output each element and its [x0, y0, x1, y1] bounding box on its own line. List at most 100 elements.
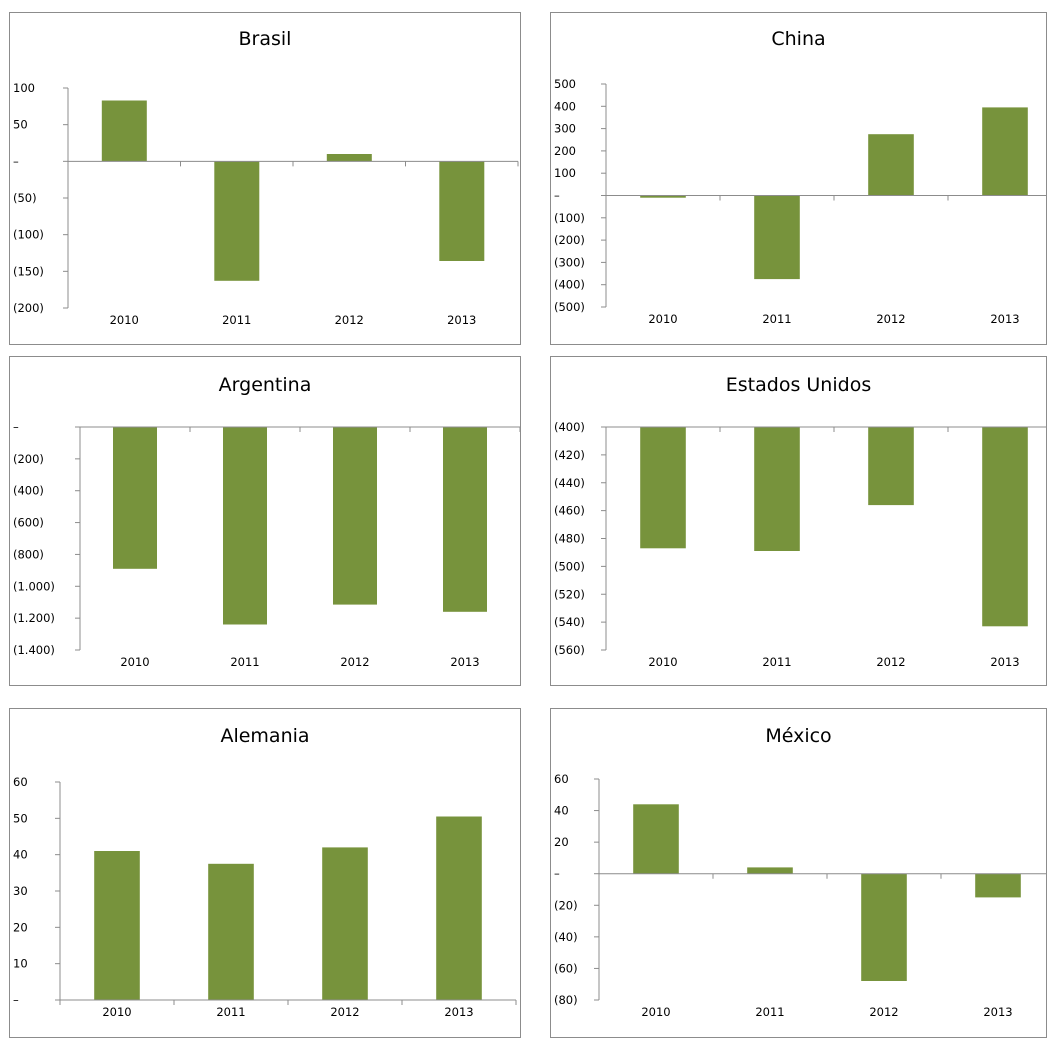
y-tick-label: – — [13, 154, 19, 168]
y-tick-label: (460) — [554, 504, 585, 518]
x-tick-label: 2011 — [216, 1005, 245, 1019]
chart-panel-estados-unidos: Estados Unidos (400) (420) (440) (460) (480)… — [550, 356, 1047, 686]
bar-chart: 60 40 20 – (20) (40) (60) (80) 2010 2011 2012 2013 — [554, 772, 1047, 1019]
bar-2012 — [322, 847, 368, 1000]
y-tick-label: (480) — [554, 532, 585, 546]
bar-2010 — [640, 195, 686, 198]
chart-panel-mexico: México 60 40 20 – (20) (40) (60) (80) 2010 2011 20… — [550, 708, 1047, 1038]
x-tick-label: 2013 — [983, 1005, 1012, 1019]
y-tick-label: 30 — [13, 884, 28, 898]
y-tick-label: (540) — [554, 615, 585, 629]
bar-2011 — [223, 427, 267, 625]
chart-title: Argentina — [218, 374, 312, 396]
y-tick-label: 50 — [13, 118, 28, 132]
x-tick-label: 2013 — [990, 312, 1019, 326]
bar-chart: 500 400 300 200 100 – (100) (200) (300) (400) (500… — [554, 77, 1047, 326]
y-tick-label: – — [554, 867, 560, 881]
y-tick-label: (1.200) — [13, 611, 55, 625]
x-tick-label: 2013 — [447, 313, 476, 327]
x-tick-label: 2010 — [120, 655, 149, 669]
bar-2011 — [747, 867, 793, 874]
y-tick-label: (40) — [554, 930, 578, 944]
bar-2013 — [436, 816, 482, 1000]
y-tick-label: (400) — [554, 420, 585, 434]
bar-2012 — [326, 154, 372, 162]
bar-2010 — [101, 100, 147, 162]
x-tick-label: 2011 — [762, 312, 791, 326]
bar-chart: (400) (420) (440) (460) (480) (500) (520) (540)… — [554, 420, 1047, 669]
chart-panel-china: China 500 400 300 200 100 – (100) (200) (300) (40… — [550, 12, 1047, 345]
bar-2012 — [868, 134, 914, 196]
x-tick-label: 2013 — [444, 1005, 473, 1019]
y-tick-label: (520) — [554, 587, 585, 601]
y-tick-label: 200 — [554, 144, 576, 158]
chart-panel-alemania: Alemania 60 50 40 30 20 10–2010 2011 2012 2013 — [9, 708, 521, 1038]
bar-2013 — [439, 161, 485, 261]
y-tick-label: (150) — [13, 264, 44, 278]
bar-2013 — [443, 427, 487, 612]
y-tick-label: 50 — [13, 811, 28, 825]
y-tick-label: 300 — [554, 122, 576, 136]
y-tick-label: – — [13, 993, 19, 1007]
x-tick-label: 2010 — [648, 655, 677, 669]
x-tick-label: 2012 — [335, 313, 364, 327]
bar-2010 — [113, 427, 157, 569]
x-tick-label: 2013 — [990, 655, 1019, 669]
y-tick-label: (80) — [554, 993, 578, 1007]
bar-2013 — [982, 107, 1028, 196]
bar-2010 — [633, 804, 679, 874]
y-tick-label: (600) — [13, 516, 44, 530]
y-tick-label: 20 — [554, 835, 569, 849]
bar-chart: – (200) (400) (600) (800) (1.000) (1.200) (1.40… — [13, 420, 521, 669]
x-tick-label: 2012 — [330, 1005, 359, 1019]
y-tick-label: – — [554, 189, 560, 203]
chart-panel-argentina: Argentina – (200) (400) (600) (800) (1.000) (1… — [9, 356, 521, 686]
bar-2010 — [94, 851, 140, 1000]
x-tick-label: 2012 — [869, 1005, 898, 1019]
y-tick-label: (400) — [13, 484, 44, 498]
y-tick-label: 20 — [13, 920, 28, 934]
bar-2012 — [868, 427, 914, 506]
y-tick-label: 100 — [554, 166, 576, 180]
x-tick-label: 2012 — [876, 655, 905, 669]
y-tick-label: (20) — [554, 898, 578, 912]
x-tick-label: 2012 — [340, 655, 369, 669]
bar-2011 — [754, 427, 800, 551]
y-tick-label: (500) — [554, 300, 585, 314]
y-tick-label: (200) — [554, 233, 585, 247]
y-tick-label: (1.000) — [13, 579, 55, 593]
x-tick-label: 2010 — [641, 1005, 670, 1019]
bar-2010 — [640, 427, 686, 549]
y-tick-label: (440) — [554, 476, 585, 490]
x-tick-label: 2011 — [222, 313, 251, 327]
bar-2011 — [214, 161, 260, 281]
y-tick-label: – — [13, 420, 19, 434]
x-tick-label: 2010 — [648, 312, 677, 326]
bar-2012 — [333, 427, 377, 605]
bar-chart: 100 50 – (50) (100) (150) (200) 2010 2011 2012 201… — [13, 81, 519, 327]
y-tick-label: (100) — [13, 228, 44, 242]
y-tick-label: 400 — [554, 99, 576, 113]
y-tick-label: (300) — [554, 255, 585, 269]
y-tick-label: (560) — [554, 643, 585, 657]
bar-2013 — [982, 427, 1028, 627]
x-tick-label: 2012 — [876, 312, 905, 326]
y-tick-label: (100) — [554, 211, 585, 225]
bar-2013 — [975, 873, 1021, 898]
chart-title: México — [765, 725, 832, 747]
y-tick-label: 100 — [13, 81, 35, 95]
chart-title: China — [771, 28, 826, 50]
x-tick-label: 2011 — [762, 655, 791, 669]
y-tick-label: (200) — [13, 452, 44, 466]
x-tick-label: 2011 — [230, 655, 259, 669]
x-tick-label: 2010 — [110, 313, 139, 327]
y-tick-label: (200) — [13, 301, 44, 315]
y-tick-label: (420) — [554, 448, 585, 462]
y-tick-label: 500 — [554, 77, 576, 91]
chart-title: Brasil — [238, 28, 292, 50]
y-tick-label: 10 — [13, 957, 28, 971]
y-tick-label: (800) — [13, 547, 44, 561]
x-tick-label: 2010 — [102, 1005, 131, 1019]
y-tick-label: (500) — [554, 559, 585, 573]
